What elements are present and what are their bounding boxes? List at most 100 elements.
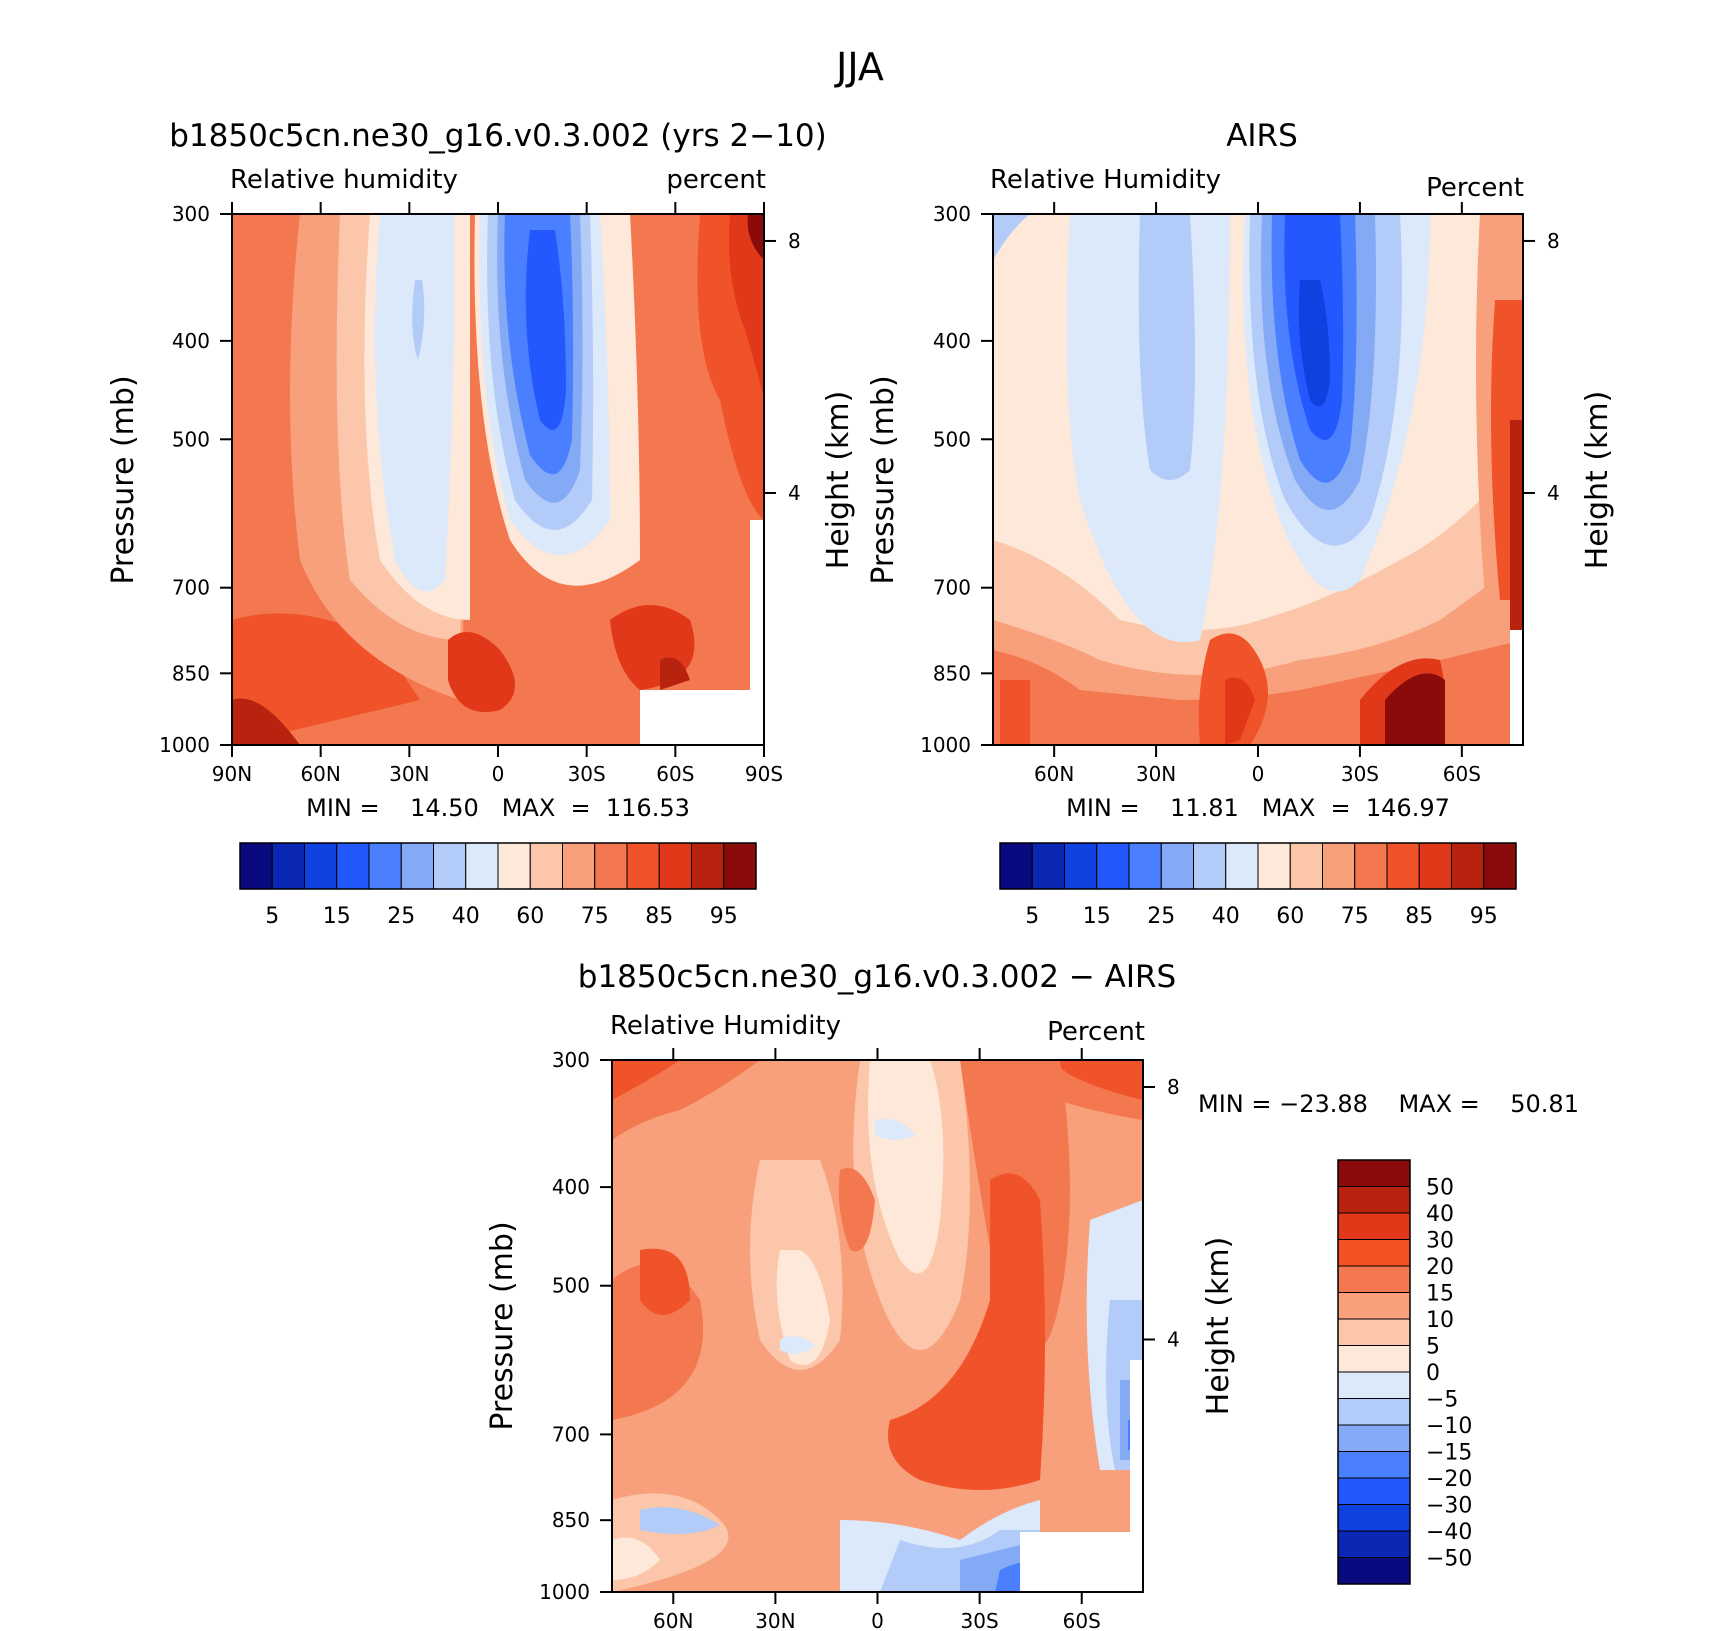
colorbar-swatch [1289,842,1323,890]
panel-model-axes: 90N 60N 30N 0 30S 60S 90S 300 400 500 700 850 1000 8 4 [159,202,801,786]
x-tick-label: 30N [755,1609,795,1631]
y-tick-label: 300 [933,202,971,226]
x-tick-label: 60S [656,762,694,786]
y-tick-label: 1000 [920,733,971,757]
panel-diff-left-string: Relative Humidity [610,1011,841,1041]
colorbar-swatch [1337,1292,1411,1320]
panel-diff-field [612,1060,1143,1592]
panel-obs-colorbar: 5 15 25 40 60 75 85 95 [999,842,1517,929]
panel-model-colorbar: 5 15 25 40 60 75 85 95 [239,842,757,929]
colorbar-label: 10 [1426,1308,1454,1333]
panel-model-y2label: Height (km) [821,391,856,570]
colorbar-label: 25 [1147,904,1175,929]
figure-title: JJA [834,45,884,89]
panel-model-title: b1850c5cn.ne30_g16.v0.3.002 (yrs 2−10) [169,118,826,154]
colorbar-label: 5 [1426,1335,1440,1360]
colorbar-swatch [1337,1212,1411,1240]
y-tick-label: 400 [933,329,971,353]
colorbar-label: 85 [1405,904,1433,929]
x-tick-label: 30S [961,1609,999,1631]
y2-tick-label: 8 [788,229,801,253]
colorbar-swatch [1337,1451,1411,1479]
colorbar-swatch [1337,1398,1411,1426]
colorbar-label: 5 [1025,904,1039,929]
colorbar-swatch [1386,842,1420,890]
y-tick-label: 300 [172,202,210,226]
panel-obs-ylabel: Pressure (mb) [866,375,901,584]
colorbar-label: 75 [1341,904,1369,929]
colorbar-swatch [1225,842,1259,890]
x-tick-label: 90S [745,762,783,786]
y-tick-label: 1000 [539,1580,590,1604]
colorbar-label: 75 [581,904,609,929]
colorbar-swatch [1337,1186,1411,1214]
colorbar-swatch [1031,842,1065,890]
colorbar-swatch [1064,842,1098,890]
colorbar-label: −30 [1426,1494,1472,1519]
x-tick-label: 60N [1034,762,1074,786]
y2-tick-label: 8 [1167,1075,1180,1099]
panel-diff: b1850c5cn.ne30_g16.v0.3.002 − AIRS Relat… [485,959,1579,1631]
panel-obs-field [993,214,1523,745]
colorbar-swatch [1096,842,1130,890]
panel-model: b1850c5cn.ne30_g16.v0.3.002 (yrs 2−10) R… [106,118,856,929]
colorbar-swatch [271,842,305,890]
colorbar-swatch [433,842,467,890]
panel-obs-minmax: MIN = 11.81 MAX = 146.97 [1066,794,1450,822]
colorbar-swatch [400,842,434,890]
colorbar-swatch [1483,842,1517,890]
colorbar-label: −5 [1426,1388,1458,1413]
y-tick-label: 700 [552,1422,590,1446]
panel-diff-y2label: Height (km) [1201,1237,1236,1416]
colorbar-label: −15 [1426,1441,1472,1466]
colorbar-label: 5 [265,904,279,929]
colorbar-swatch [304,842,338,890]
y2-tick-label: 8 [1547,229,1560,253]
colorbar-label: 15 [323,904,351,929]
x-tick-label: 0 [1252,762,1265,786]
colorbar-swatch [1160,842,1194,890]
colorbar-swatch [1337,1424,1411,1452]
colorbar-swatch [1418,842,1452,890]
y2-tick-label: 4 [1167,1328,1180,1352]
panel-diff-axes: 60N 30N 0 30S 60S 300 400 500 700 850 1000 8 4 [539,1048,1180,1631]
colorbar-label: 40 [452,904,480,929]
colorbar-label: 60 [1276,904,1304,929]
y-tick-label: 700 [172,576,210,600]
panel-obs-y2label: Height (km) [1580,391,1615,570]
x-tick-label: 30N [389,762,429,786]
colorbar-label: 30 [1426,1229,1454,1254]
colorbar-swatch [1337,1318,1411,1346]
colorbar-label: 25 [387,904,415,929]
colorbar-frame [239,842,757,890]
colorbar-swatch [497,842,531,890]
colorbar-label: 15 [1426,1282,1454,1307]
y-tick-label: 500 [933,427,971,451]
colorbar-swatch [658,842,692,890]
panel-diff-ylabel: Pressure (mb) [485,1221,520,1430]
y-tick-label: 1000 [159,733,210,757]
colorbar-swatch [1354,842,1388,890]
colorbar-swatch [1337,1159,1411,1187]
colorbar-swatch [691,842,725,890]
y-tick-label: 700 [933,576,971,600]
colorbar-swatch [1337,1265,1411,1293]
colorbar-swatch [1337,1477,1411,1505]
colorbar-swatch [1337,1239,1411,1267]
colorbar-swatch [465,842,499,890]
colorbar-swatch [562,842,596,890]
panel-model-right-string: percent [666,165,766,195]
colorbar-swatch [1322,842,1356,890]
y-tick-label: 400 [552,1175,590,1199]
colorbar-swatch [1257,842,1291,890]
colorbar-swatch [999,842,1033,890]
colorbar-swatch [1128,842,1162,890]
colorbar-frame [999,842,1517,890]
colorbar-label: 85 [645,904,673,929]
colorbar-swatch [594,842,628,890]
x-tick-label: 30S [568,762,606,786]
x-tick-label: 60N [653,1609,693,1631]
colorbar-label: 95 [710,904,738,929]
colorbar-swatch [1337,1557,1411,1585]
x-tick-label: 30S [1341,762,1379,786]
